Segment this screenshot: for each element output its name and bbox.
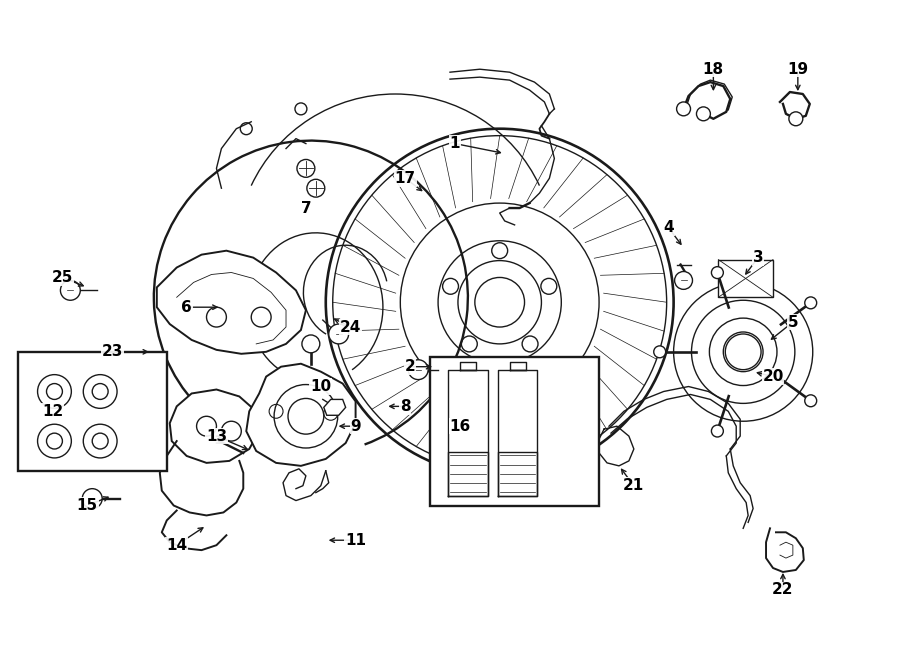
Circle shape xyxy=(328,324,348,344)
Text: 16: 16 xyxy=(449,418,471,434)
Text: 24: 24 xyxy=(340,320,361,334)
Text: 21: 21 xyxy=(623,478,644,493)
Circle shape xyxy=(675,271,692,289)
Circle shape xyxy=(297,160,315,177)
Bar xyxy=(430,357,599,506)
Text: 23: 23 xyxy=(102,344,122,359)
Circle shape xyxy=(82,489,103,508)
Text: 14: 14 xyxy=(166,538,187,553)
Circle shape xyxy=(60,281,80,301)
Bar xyxy=(18,352,166,471)
Text: 13: 13 xyxy=(206,428,227,444)
Text: 18: 18 xyxy=(703,62,724,77)
Text: 10: 10 xyxy=(310,379,331,394)
Text: 15: 15 xyxy=(76,498,98,513)
Polygon shape xyxy=(324,399,346,415)
Text: 17: 17 xyxy=(395,171,416,186)
Text: 8: 8 xyxy=(400,399,410,414)
Text: 1: 1 xyxy=(450,136,460,151)
Text: 22: 22 xyxy=(772,583,794,597)
Text: 9: 9 xyxy=(350,418,361,434)
Circle shape xyxy=(805,395,816,406)
Text: 6: 6 xyxy=(181,300,192,314)
Polygon shape xyxy=(247,363,356,466)
Circle shape xyxy=(711,267,724,279)
Polygon shape xyxy=(157,251,306,354)
Circle shape xyxy=(789,112,803,126)
Text: 4: 4 xyxy=(663,220,674,236)
Circle shape xyxy=(653,346,666,357)
Polygon shape xyxy=(170,389,259,463)
Text: 5: 5 xyxy=(788,314,798,330)
Circle shape xyxy=(697,107,710,120)
Circle shape xyxy=(711,425,724,437)
Text: 12: 12 xyxy=(41,404,63,419)
Circle shape xyxy=(805,297,816,308)
Bar xyxy=(718,260,773,297)
Text: 11: 11 xyxy=(345,533,366,547)
Circle shape xyxy=(274,385,338,448)
Text: 25: 25 xyxy=(51,270,73,285)
Circle shape xyxy=(677,102,690,116)
Text: 19: 19 xyxy=(788,62,808,77)
Circle shape xyxy=(409,359,428,379)
Text: 20: 20 xyxy=(762,369,784,384)
Circle shape xyxy=(307,179,325,197)
Text: 7: 7 xyxy=(301,201,311,216)
Text: 3: 3 xyxy=(752,250,763,265)
Text: 2: 2 xyxy=(405,359,416,374)
Circle shape xyxy=(302,335,319,353)
